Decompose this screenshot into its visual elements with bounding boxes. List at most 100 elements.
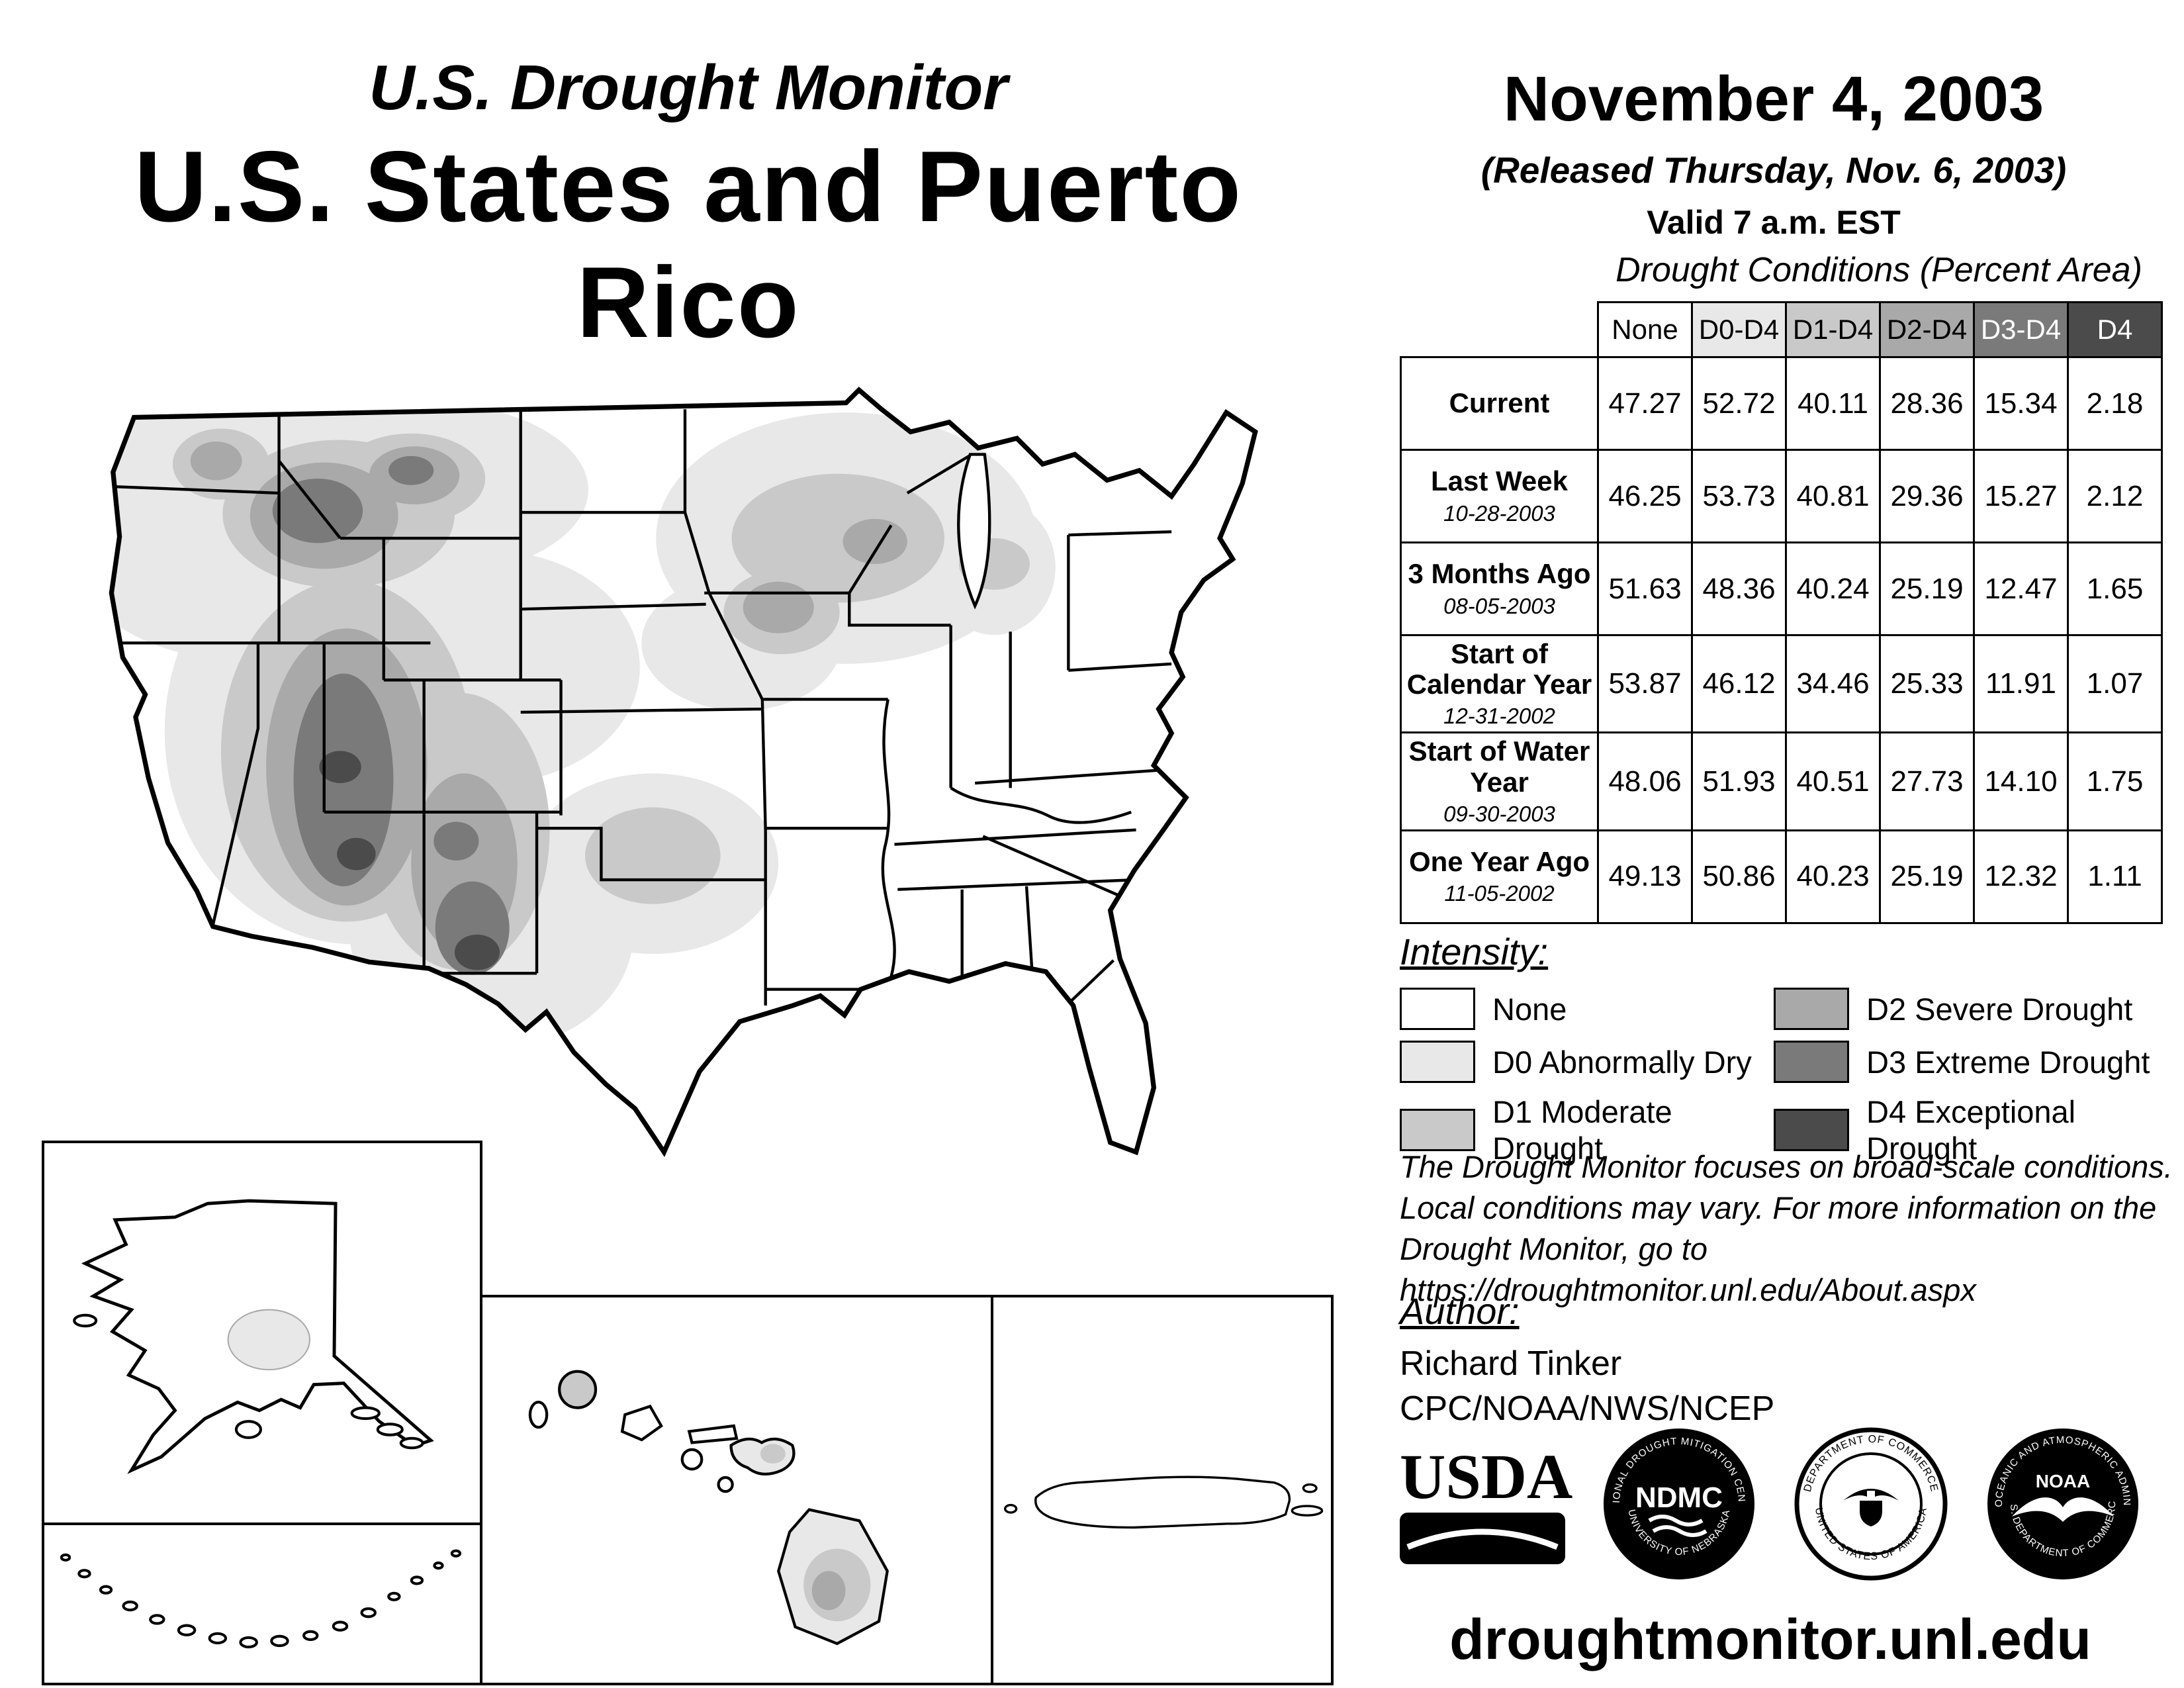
legend-swatch-d0	[1400, 1041, 1475, 1083]
value-cell: 49.13	[1597, 829, 1693, 924]
value-cell: 25.19	[1879, 829, 1975, 924]
value-cell: 15.27	[1973, 449, 2069, 543]
table-corner-blank	[1400, 302, 1598, 357]
value-cell: 52.72	[1691, 356, 1787, 451]
value-cell: 40.51	[1785, 731, 1881, 831]
table-row-last-week: Last Week 10-28-2003 46.25 53.73 40.81 2…	[1400, 449, 2163, 543]
author-name: Richard Tinker	[1400, 1344, 1622, 1383]
legend-item-d1: D1 Moderate Drought	[1400, 1094, 1774, 1166]
report-date: November 4, 2003	[1503, 64, 2044, 134]
legend-swatch-none	[1400, 988, 1475, 1030]
value-cell: 1.11	[2067, 829, 2163, 924]
value-cell: 48.36	[1691, 541, 1787, 636]
row-label: Start of Calendar Year 12-31-2002	[1400, 633, 1599, 734]
aleutians-inset	[42, 1523, 482, 1685]
state-boundaries	[113, 402, 1172, 1052]
column-header-d1d4: D1-D4	[1785, 301, 1881, 358]
aleutians-map	[60, 1549, 462, 1649]
value-cell: 28.36	[1879, 356, 1975, 451]
svg-text:NDMC: NDMC	[1635, 1481, 1723, 1514]
hawaii-map	[528, 1370, 889, 1646]
value-cell: 14.10	[1973, 731, 2069, 831]
value-cell: 2.12	[2067, 449, 2163, 543]
column-header-none: None	[1597, 301, 1693, 358]
value-cell: 34.46	[1785, 633, 1881, 734]
usda-logo: USDA	[1400, 1444, 1572, 1564]
commerce-seal-logo: DEPARTMENT OF COMMERCE UNITED STATES OF …	[1794, 1427, 1948, 1581]
legend-item-d3: D3 Extreme Drought	[1774, 1041, 2167, 1083]
value-cell: 40.23	[1785, 829, 1881, 924]
legend-swatch-d1	[1400, 1109, 1475, 1151]
value-cell: 15.34	[1973, 356, 2069, 451]
alaska-map	[73, 1199, 434, 1474]
noaa-logo: NATIONAL OCEANIC AND ATMOSPHERIC ADMINIS…	[1985, 1427, 2138, 1579]
table-row-current: Current 47.27 52.72 40.11 28.36 15.34 2.…	[1400, 356, 2163, 451]
value-cell: 2.18	[2067, 356, 2163, 451]
legend-swatch-d4	[1774, 1109, 1849, 1151]
eagle-emblem	[1843, 1489, 1899, 1501]
table-header-row: None D0-D4 D1-D4 D2-D4 D3-D4 D4	[1400, 301, 2163, 358]
value-cell: 53.87	[1597, 633, 1693, 734]
lake-michigan	[957, 453, 991, 610]
alaska-inset	[42, 1141, 482, 1525]
value-cell: 53.73	[1691, 449, 1787, 543]
value-cell: 51.93	[1691, 731, 1787, 831]
table-caption: Drought Conditions (Percent Area)	[1615, 251, 2142, 289]
column-header-d4: D4	[2067, 301, 2163, 358]
row-label: One Year Ago 11-05-2002	[1400, 829, 1599, 924]
conus-outline	[109, 387, 1258, 1158]
row-label: Last Week 10-28-2003	[1400, 449, 1599, 543]
legend-item-none: None	[1400, 988, 1774, 1030]
value-cell: 11.91	[1973, 633, 2069, 734]
value-cell: 48.06	[1597, 731, 1693, 831]
valid-time: Valid 7 a.m. EST	[1647, 204, 1901, 241]
value-cell: 50.86	[1691, 829, 1787, 924]
author-heading: Author:	[1400, 1290, 1520, 1332]
column-header-d0d4: D0-D4	[1691, 301, 1787, 358]
value-cell: 46.25	[1597, 449, 1693, 543]
site-url: droughtmonitor.unl.edu	[1449, 1608, 2091, 1671]
value-cell: 25.19	[1879, 541, 1975, 636]
conus-drought-map	[109, 387, 1258, 1158]
value-cell: 40.24	[1785, 541, 1881, 636]
drought-conditions-table: None D0-D4 D1-D4 D2-D4 D3-D4 D4 Current …	[1400, 301, 2163, 924]
value-cell: 1.75	[2067, 731, 2163, 831]
table-row-one-year-ago: One Year Ago 11-05-2002 49.13 50.86 40.2…	[1400, 829, 2163, 924]
value-cell: 29.36	[1879, 449, 1975, 543]
value-cell: 12.47	[1973, 541, 2069, 636]
puerto-rico-map	[1003, 1476, 1324, 1529]
value-cell: 1.65	[2067, 541, 2163, 636]
report-title: U.S. Drought Monitor	[369, 52, 1008, 123]
author-organization: CPC/NOAA/NWS/NCEP	[1400, 1389, 1775, 1428]
svg-text:NOAA: NOAA	[2036, 1471, 2090, 1491]
row-label: Current	[1400, 356, 1599, 451]
ndmc-logo: NATIONAL DROUGHT MITIGATION CENTER UNIVE…	[1602, 1427, 1754, 1579]
row-label: 3 Months Ago 08-05-2003	[1400, 541, 1599, 636]
column-header-d3d4: D3-D4	[1973, 301, 2069, 358]
value-cell: 46.12	[1691, 633, 1787, 734]
release-date: (Released Thursday, Nov. 6, 2003)	[1480, 150, 2067, 191]
legend-swatch-d2	[1774, 988, 1849, 1030]
legend-item-d4: D4 Exceptional Drought	[1774, 1094, 2167, 1166]
drought-shading	[111, 390, 1172, 1052]
column-header-d2d4: D2-D4	[1879, 301, 1975, 358]
disclaimer-text: The Drought Monitor focuses on broad-sca…	[1400, 1149, 2173, 1308]
value-cell: 47.27	[1597, 356, 1693, 451]
row-label: Start of Water Year 09-30-2003	[1400, 731, 1599, 831]
legend-item-d0: D0 Abnormally Dry	[1400, 1041, 1774, 1083]
table-row-start-water-year: Start of Water Year 09-30-2003 48.06 51.…	[1400, 731, 2163, 831]
seagull-emblem	[2012, 1497, 2114, 1522]
agency-logos: USDA NATIONAL DROUGHT MITIGATION CENTER …	[1400, 1427, 2141, 1582]
value-cell: 1.07	[2067, 633, 2163, 734]
value-cell: 12.32	[1973, 829, 2069, 924]
hawaii-inset	[480, 1295, 993, 1685]
legend-swatch-d3	[1774, 1041, 1849, 1083]
intensity-heading: Intensity:	[1400, 931, 1549, 972]
date-block: November 4, 2003 (Released Thursday, Nov…	[1403, 63, 2144, 242]
value-cell: 25.33	[1879, 633, 1975, 734]
legend-item-d2: D2 Severe Drought	[1774, 988, 2167, 1030]
value-cell: 40.81	[1785, 449, 1881, 543]
table-row-start-calendar-year: Start of Calendar Year 12-31-2002 53.87 …	[1400, 633, 2163, 734]
usda-logo-bar	[1400, 1512, 1565, 1564]
